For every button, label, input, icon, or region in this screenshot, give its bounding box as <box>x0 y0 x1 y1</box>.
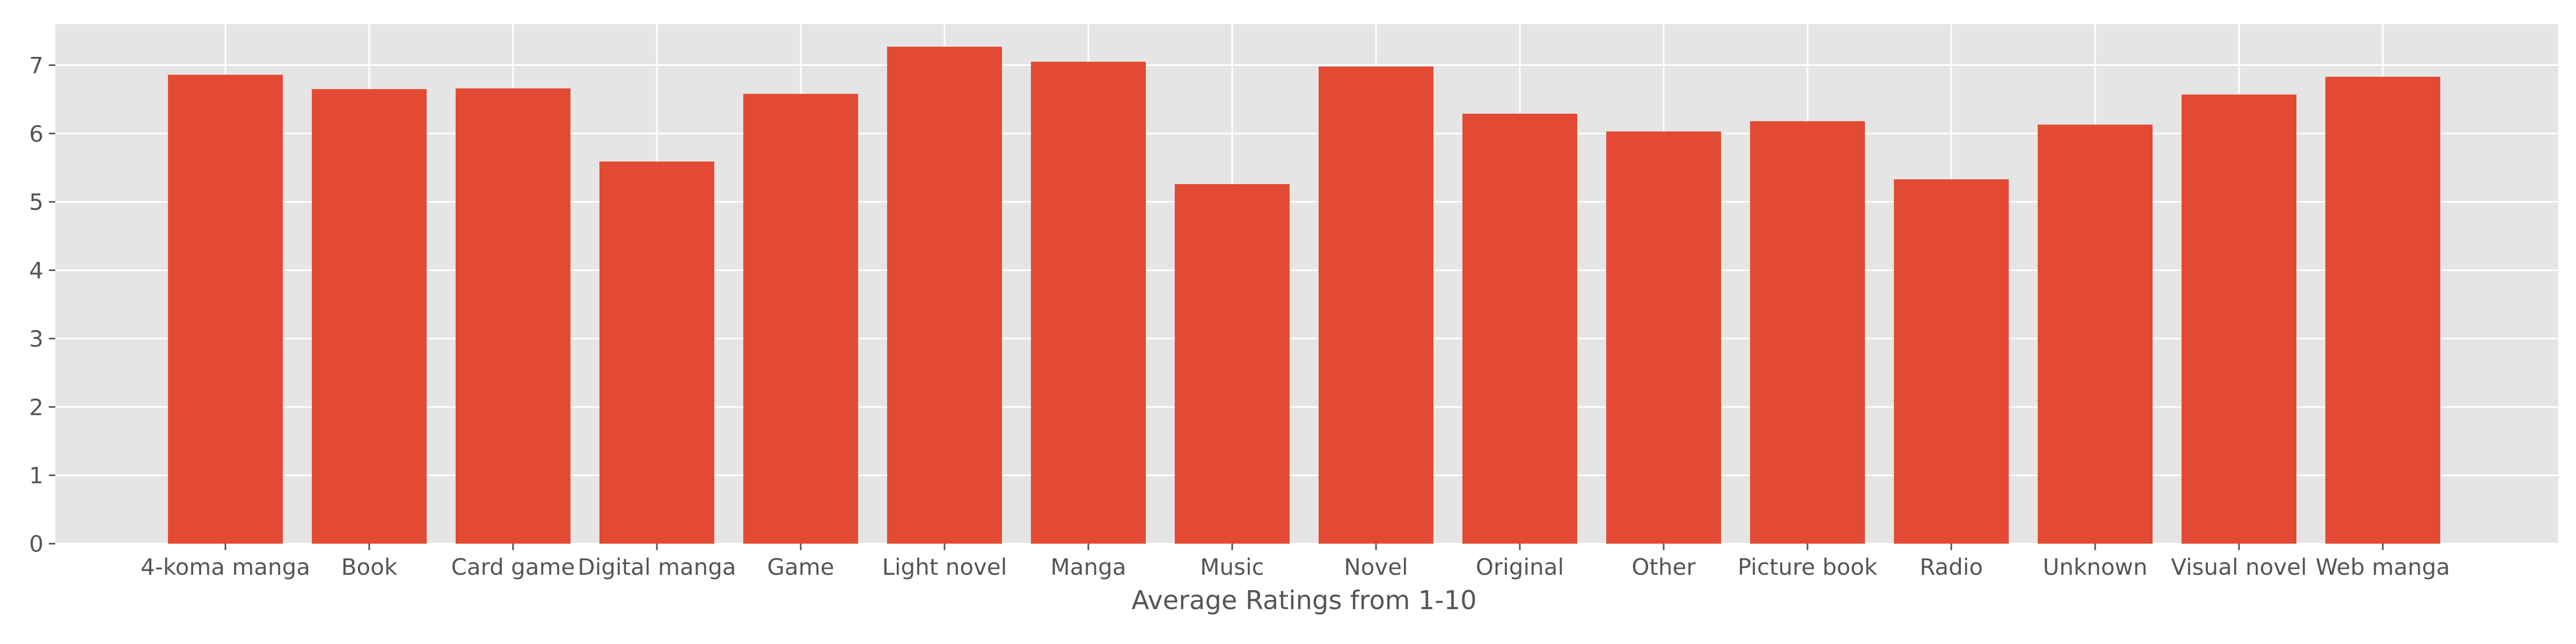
y-tick-label: 7 <box>29 52 43 78</box>
bar <box>2038 125 2153 544</box>
x-axis: 4-koma manga Book Card game Digital manga Ga… <box>141 544 2450 580</box>
x-tick-label: 4-koma manga <box>141 554 310 580</box>
bar <box>1175 184 1290 544</box>
y-tick-label: 3 <box>29 326 43 352</box>
x-tick-label: Book <box>341 554 398 580</box>
y-tick-label: 0 <box>29 531 43 557</box>
x-tick-label: Visual novel <box>2171 554 2307 580</box>
x-tick-label: Picture book <box>1738 554 1878 580</box>
bar <box>1750 121 1865 544</box>
bar <box>168 75 283 544</box>
x-tick-label: Other <box>1631 554 1696 580</box>
bar <box>599 162 714 544</box>
bar <box>1462 113 1577 544</box>
x-tick-label: Novel <box>1344 554 1408 580</box>
x-tick-label: Card game <box>451 554 575 580</box>
x-tick-label: Unknown <box>2043 554 2148 580</box>
x-tick-label: Original <box>1476 554 1564 580</box>
x-tick-label: Light novel <box>882 554 1007 580</box>
x-tick-label: Web manga <box>2316 554 2450 580</box>
bars <box>168 47 2440 544</box>
y-tick-label: 1 <box>29 463 43 489</box>
bar <box>312 89 427 544</box>
y-tick-label: 6 <box>29 121 43 147</box>
bar <box>1031 62 1146 544</box>
x-tick-label: Music <box>1200 554 1264 580</box>
x-tick-label: Game <box>767 554 834 580</box>
y-axis: 0 1 2 3 4 5 6 7 <box>29 52 55 557</box>
x-tick-label: Manga <box>1051 554 1126 580</box>
y-tick-label: 2 <box>29 394 43 420</box>
bar <box>743 93 858 544</box>
x-tick-label: Radio <box>1920 554 1983 580</box>
x-tick-label: Digital manga <box>577 554 736 580</box>
bar <box>456 88 570 544</box>
bar <box>887 47 1002 544</box>
y-tick-label: 5 <box>29 189 43 215</box>
y-tick-label: 4 <box>29 258 43 284</box>
bar <box>1319 66 1433 544</box>
bar <box>1894 179 2009 544</box>
bar <box>2325 77 2440 544</box>
bar <box>2182 94 2296 544</box>
bar <box>1606 131 1721 544</box>
x-axis-label: Average Ratings from 1-10 <box>1131 586 1476 616</box>
